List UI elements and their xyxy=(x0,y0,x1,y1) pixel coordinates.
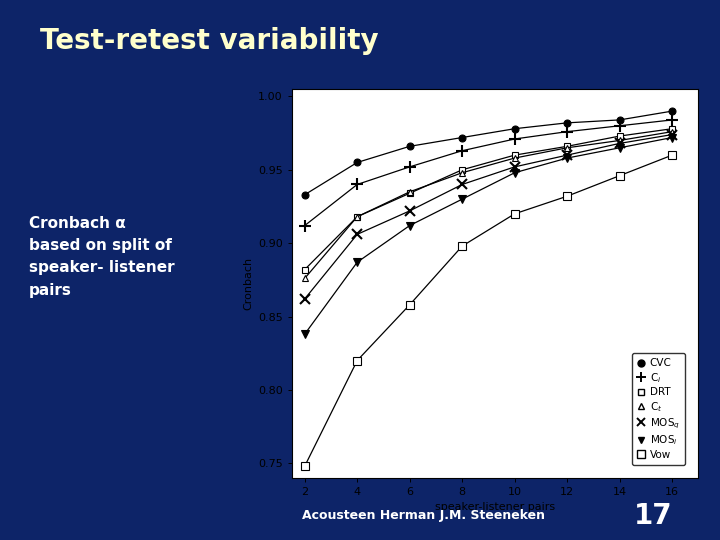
Y-axis label: Cronbach: Cronbach xyxy=(243,257,253,310)
Text: Test-retest variability: Test-retest variability xyxy=(40,27,378,55)
Text: Acousteen Herman J.M. Steeneken: Acousteen Herman J.M. Steeneken xyxy=(302,509,546,522)
Legend: CVC, C$_i$, DRT, C$_t$, MOS$_q$, MOS$_i$, Vow: CVC, C$_i$, DRT, C$_t$, MOS$_q$, MOS$_i$… xyxy=(632,353,685,465)
Text: 17: 17 xyxy=(634,502,672,530)
X-axis label: speaker-listener pairs: speaker-listener pairs xyxy=(435,503,555,512)
Text: Cronbach α
based on split of
speaker- listener
pairs: Cronbach α based on split of speaker- li… xyxy=(29,216,174,298)
